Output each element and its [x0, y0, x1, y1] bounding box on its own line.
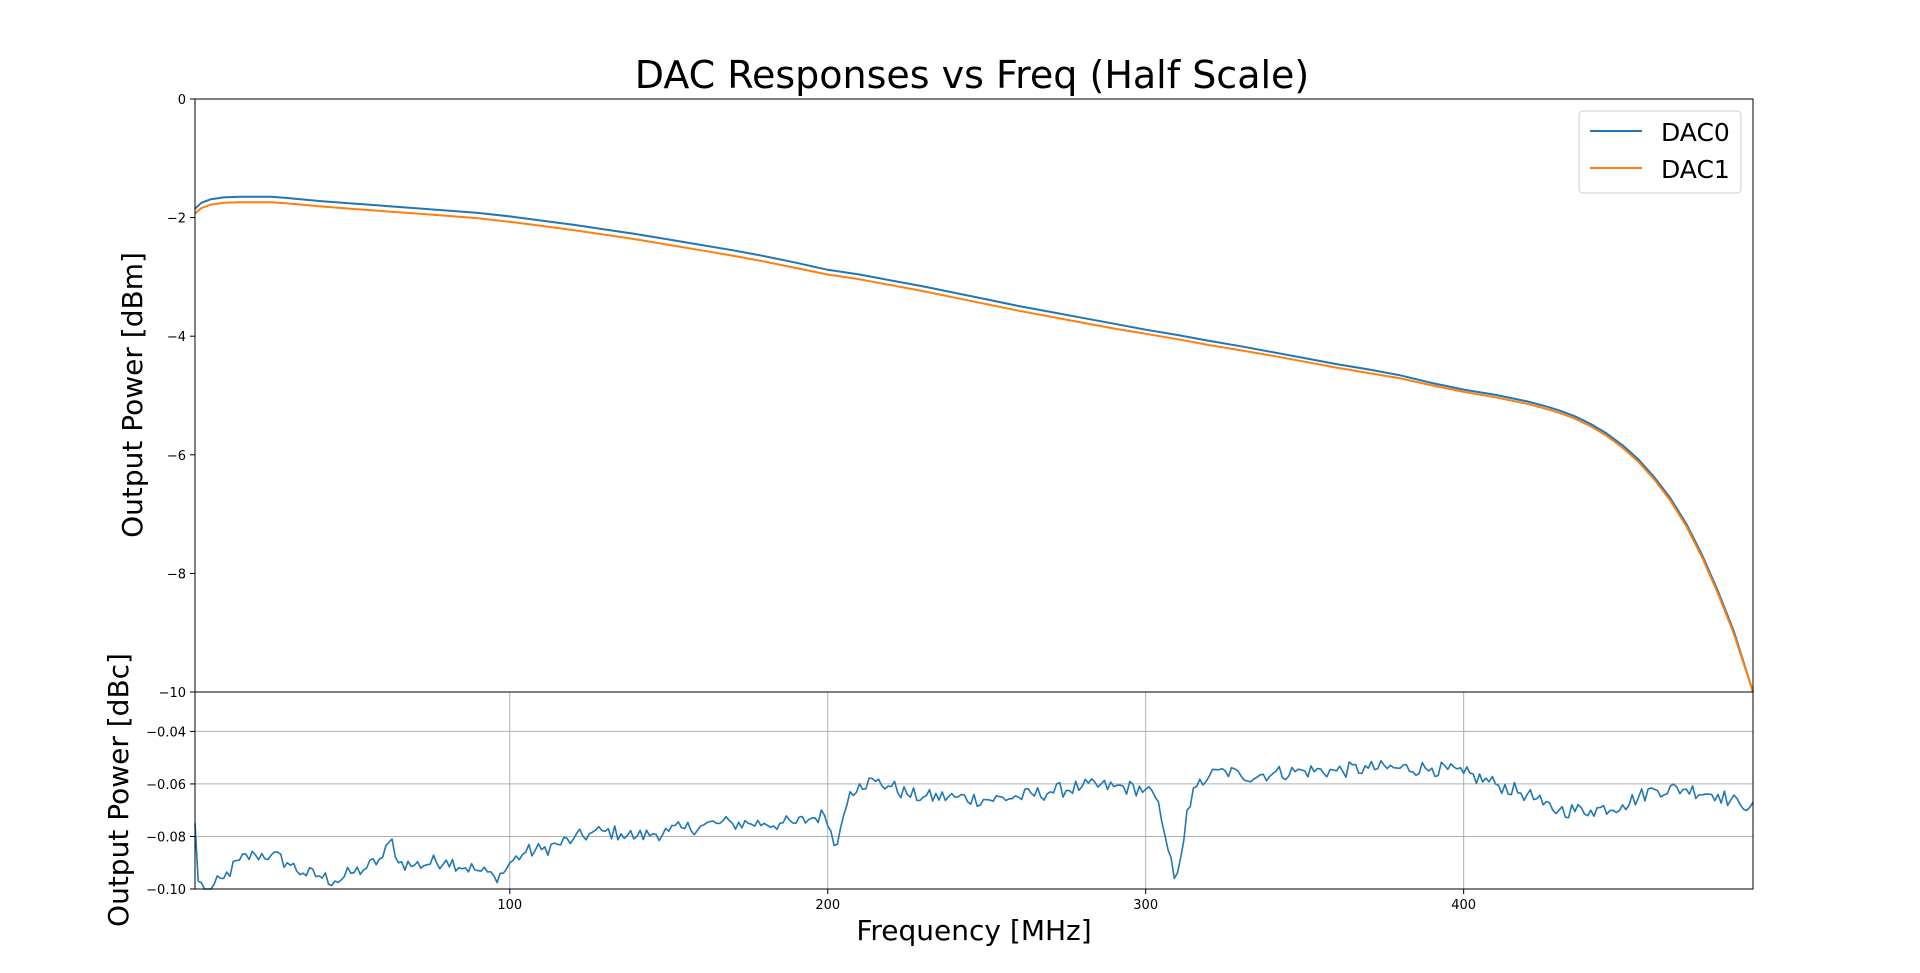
legend-label-dac0: DAC0: [1661, 118, 1730, 147]
top-y-tick-label: −8: [167, 567, 186, 582]
top-y-tick-label: −4: [167, 330, 186, 345]
bottom-y-tick-label: −0.10: [146, 883, 186, 898]
x-axis-label: Frequency [MHz]: [856, 914, 1091, 947]
x-tick-label: 300: [1133, 898, 1158, 913]
bottom-y-tick-label: −0.06: [146, 778, 186, 793]
bottom-y-axis-label: Output Power [dBc]: [102, 653, 135, 927]
x-tick-label: 400: [1451, 898, 1476, 913]
top-y-axis-label: Output Power [dBm]: [116, 252, 149, 538]
series-line-difference: [194, 759, 1754, 890]
series-line-dac0: [194, 195, 1754, 693]
x-tick-label: 100: [497, 898, 522, 913]
top-panel: 0 −2 −4 −6 −8 −10 Output Power [dBm] DAC0 DAC…: [116, 93, 1754, 701]
top-y-tick-label: 0: [178, 93, 186, 108]
top-y-tick-label: −6: [167, 449, 186, 464]
legend-label-dac1: DAC1: [1661, 155, 1730, 184]
bottom-ticks: −0.04 −0.06 −0.08 −0.10 100 200 300 400: [146, 725, 1476, 913]
series-line-dac1: [194, 201, 1754, 693]
chart-title: DAC Responses vs Freq (Half Scale): [635, 53, 1310, 97]
bottom-panel: −0.04 −0.06 −0.08 −0.10 100 200 300 400 Output …: [102, 653, 1754, 947]
top-series-layer: [194, 195, 1754, 693]
bottom-y-tick-label: −0.04: [146, 725, 186, 740]
top-y-tick-label: −2: [167, 212, 186, 227]
top-y-tick-label: −10: [159, 686, 186, 701]
bottom-y-tick-label: −0.08: [146, 830, 186, 845]
legend: DAC0 DAC1: [1578, 110, 1742, 194]
bottom-plot-frame: [194, 691, 1754, 890]
top-y-ticks: 0 −2 −4 −6 −8 −10: [159, 93, 195, 701]
x-tick-label: 200: [815, 898, 840, 913]
bottom-series-layer: [194, 759, 1754, 890]
